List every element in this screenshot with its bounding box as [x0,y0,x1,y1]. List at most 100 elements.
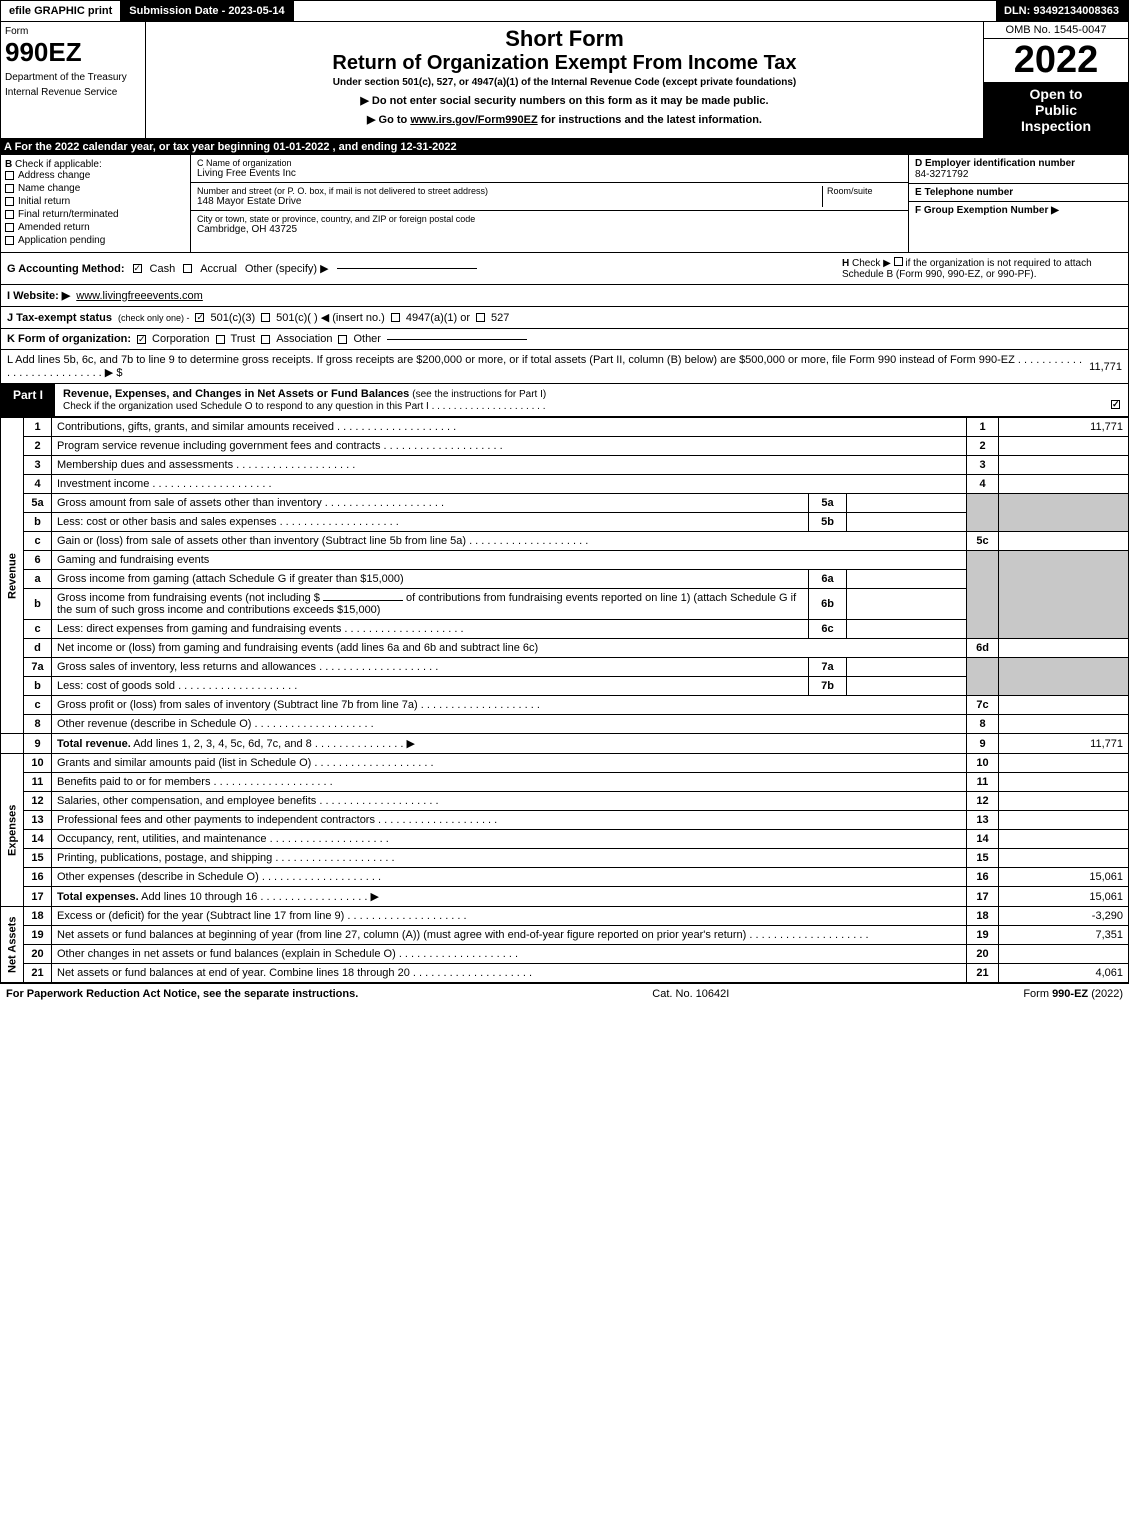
desc: Excess or (deficit) for the year (Subtra… [52,907,967,926]
lnum: b [24,513,52,532]
chk-assoc[interactable] [261,335,270,344]
chk-501c[interactable] [261,313,270,322]
desc: Investment income [52,475,967,494]
shade [999,658,1129,696]
chk-trust[interactable] [216,335,225,344]
rnum: 2 [967,437,999,456]
chk-accrual[interactable] [183,264,192,273]
section-c: C Name of organization Living Free Event… [191,155,908,252]
vlabel-net-assets: Net Assets [1,907,24,983]
lnum: d [24,639,52,658]
desc: Total revenue. Add lines 1, 2, 3, 4, 5c,… [52,734,967,754]
efile-print: efile GRAPHIC print [1,1,121,21]
chk-initial[interactable] [5,197,14,206]
tax-year: 2022 [984,39,1128,82]
rval [999,456,1129,475]
l9-bold: Total revenue. [57,738,131,750]
table-row: 2 Program service revenue including gove… [1,437,1129,456]
table-row: 12 Salaries, other compensation, and emp… [1,792,1129,811]
i-lbl: I Website: ▶ [7,289,70,302]
desc: Gross profit or (loss) from sales of inv… [52,696,967,715]
under-section: Under section 501(c), 527, or 4947(a)(1)… [154,77,975,88]
goto-suffix: for instructions and the latest informat… [541,114,762,126]
c-name-lbl: C Name of organization [197,158,902,168]
footer-mid: Cat. No. 10642I [652,988,729,1000]
lnum: 18 [24,907,52,926]
irs: Internal Revenue Service [5,87,141,98]
l-val: 11,771 [1089,361,1122,373]
footer: For Paperwork Reduction Act Notice, see … [0,983,1129,1004]
subval [847,570,967,589]
table-row: d Net income or (loss) from gaming and f… [1,639,1129,658]
part1-tab: Part I [1,384,55,416]
rval [999,696,1129,715]
l17-bold: Total expenses. [57,891,139,903]
desc: Less: cost of goods sold [52,677,809,696]
rnum: 14 [967,830,999,849]
table-row: Expenses 10 Grants and similar amounts p… [1,754,1129,773]
h-lbl: H [842,258,849,269]
rnum: 17 [967,887,999,907]
shade [999,494,1129,532]
row-i: I Website: ▶ www.livingfreeevents.com [0,285,1129,307]
chk-corp[interactable] [137,335,146,344]
desc: Other revenue (describe in Schedule O) [52,715,967,734]
chk-527[interactable] [476,313,485,322]
part1-title: Revenue, Expenses, and Changes in Net As… [55,384,1128,416]
section-a-bar: A For the 2022 calendar year, or tax yea… [0,139,1129,155]
rnum: 3 [967,456,999,475]
g-lbl: G Accounting Method: [7,263,125,275]
table-row: 7a Gross sales of inventory, less return… [1,658,1129,677]
rnum: 4 [967,475,999,494]
table-row: 19 Net assets or fund balances at beginn… [1,926,1129,945]
subval [847,589,967,620]
chk-address[interactable] [5,171,14,180]
chk-final[interactable] [5,210,14,219]
lbl-501c: 501(c)( ) ◀ (insert no.) [276,311,385,324]
chk-other-org[interactable] [338,335,347,344]
check-if: Check if applicable: [15,159,102,170]
chk-schedule-o[interactable] [1111,400,1120,409]
table-row: Net Assets 18 Excess or (deficit) for th… [1,907,1129,926]
title-col: Short Form Return of Organization Exempt… [146,22,983,138]
lnum: b [24,677,52,696]
lbl-amended: Amended return [18,222,90,233]
l9-rest: Add lines 1, 2, 3, 4, 5c, 6d, 7c, and 8 … [133,738,403,750]
chk-501c3[interactable] [195,313,204,322]
desc: Printing, publications, postage, and shi… [52,849,967,868]
row-j: J Tax-exempt status (check only one) - 5… [0,307,1129,329]
table-row: 9 Total revenue. Add lines 1, 2, 3, 4, 5… [1,734,1129,754]
footer-right: Form 990-EZ (2022) [1023,988,1123,1000]
rval [999,945,1129,964]
subnum: 6a [809,570,847,589]
chk-cash[interactable] [133,264,142,273]
l6b-d1: Gross income from fundraising events (no… [57,592,320,604]
part1-title-text: Revenue, Expenses, and Changes in Net As… [63,388,409,400]
lbl-other-org: Other [353,333,381,345]
table-row: 15 Printing, publications, postage, and … [1,849,1129,868]
table-row: b Less: cost or other basis and sales ex… [1,513,1129,532]
subnum: 5b [809,513,847,532]
irs-link[interactable]: www.irs.gov/Form990EZ [410,114,537,126]
chk-name[interactable] [5,184,14,193]
chk-app-pending[interactable] [5,236,14,245]
desc: Gaming and fundraising events [52,551,967,570]
website-link[interactable]: www.livingfreeevents.com [76,290,203,302]
l6b-blank [323,600,403,601]
chk-no-schedule-b[interactable] [894,257,903,266]
desc: Program service revenue including govern… [52,437,967,456]
dept-treasury: Department of the Treasury [5,72,141,83]
lbl-accrual: Accrual [200,263,237,275]
rval [999,830,1129,849]
j-lbl: J Tax-exempt status [7,312,112,324]
desc: Net assets or fund balances at beginning… [52,926,967,945]
chk-4947[interactable] [391,313,400,322]
table-row: b Gross income from fundraising events (… [1,589,1129,620]
desc: Net income or (loss) from gaming and fun… [52,639,967,658]
form-id-col: Form 990EZ Department of the Treasury In… [1,22,146,138]
desc: Contributions, gifts, grants, and simila… [52,418,967,437]
chk-amended[interactable] [5,223,14,232]
lbl-initial: Initial return [18,196,70,207]
desc: Gross income from gaming (attach Schedul… [52,570,809,589]
room-lbl: Room/suite [822,186,902,207]
